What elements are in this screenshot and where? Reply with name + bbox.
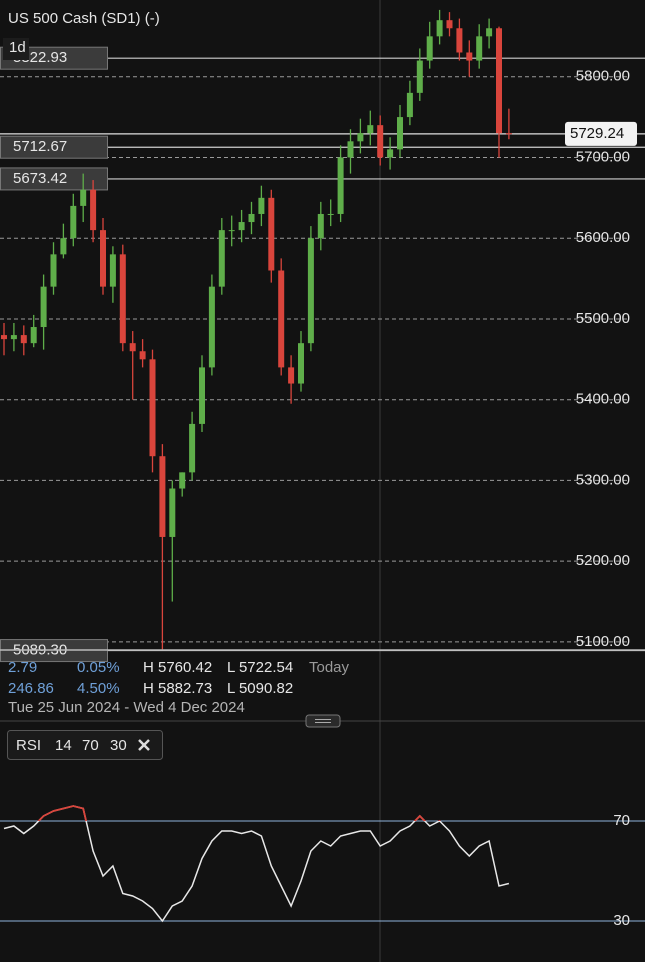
candle-body: [307, 238, 314, 344]
info-row: 2.79 0.05% H 5760.42 L 5722.54 Today 246…: [8, 659, 350, 716]
candle-body: [20, 335, 27, 344]
candle-body: [377, 125, 384, 158]
candle-body: [218, 230, 225, 287]
candle-body: [327, 213, 334, 215]
y-tick-label: 5200.00: [576, 552, 630, 569]
price-chart: 5900.00 5800.00 5700.00 5600.00 5500.00 5400.…: [0, 0, 645, 663]
price-level-tag: [0, 135, 108, 159]
candle-body: [40, 286, 47, 328]
candle-body: [169, 488, 176, 537]
candle-body: [179, 472, 186, 489]
change-pct: 0.05%: [77, 659, 120, 676]
candle-body: [347, 141, 354, 158]
candle-body: [406, 92, 413, 118]
candle-body: [288, 367, 295, 384]
candle-body: [238, 222, 245, 231]
candle-body: [248, 213, 255, 223]
candle-body: [446, 20, 453, 29]
high: H 5882.73: [143, 680, 212, 697]
candle-body: [505, 133, 512, 135]
candle-body: [70, 205, 77, 239]
candle-body: [189, 423, 196, 473]
y-tick-label: 5600.00: [576, 229, 630, 246]
y-tick-label: 70: [613, 812, 630, 829]
candle-body: [466, 52, 473, 61]
candle-body: [426, 36, 433, 61]
candle-body: [100, 230, 106, 287]
candle-body: [90, 189, 97, 231]
timeframe-bg: [3, 38, 29, 60]
date-range: Tue 25 Jun 2024 - Wed 4 Dec 2024: [8, 699, 245, 716]
candle-body: [60, 238, 67, 255]
current-price-tag: [565, 121, 637, 146]
high: H 5760.42: [143, 659, 212, 676]
indicator-period: 14: [55, 737, 72, 754]
price-level-tag: [0, 167, 108, 191]
candle-body: [416, 60, 423, 93]
y-tick-label: 5500.00: [576, 310, 630, 327]
candle-body: [278, 270, 285, 368]
rsi-line: [3, 805, 510, 923]
candle-body: [397, 117, 403, 150]
candle-body: [149, 359, 156, 457]
candle-body: [258, 197, 265, 214]
candle-body: [109, 254, 116, 287]
candle-body: [436, 20, 443, 37]
candle-body: [30, 327, 37, 344]
current-price: 5729.24: [570, 125, 624, 142]
candle-body: [159, 456, 166, 537]
indicator-upper: 70: [82, 737, 99, 754]
low: L 5722.54: [227, 659, 293, 676]
candle-body: [496, 28, 502, 134]
indicator-chip[interactable]: [7, 730, 163, 760]
change-pct: 4.50%: [77, 680, 120, 697]
rsi-overbought: [37, 805, 441, 821]
candle-body: [476, 36, 483, 61]
candle-body: [357, 133, 364, 142]
change: 246.86: [8, 680, 54, 697]
y-tick-label: 5300.00: [576, 471, 630, 488]
change: 2.79: [8, 659, 37, 676]
candle-body: [228, 230, 235, 232]
candle-body: [456, 28, 463, 53]
y-tick-label: 5100.00: [576, 633, 630, 650]
candle-body: [268, 197, 275, 271]
indicator-name: RSI: [16, 737, 41, 754]
y-tick-label: 5700.00: [576, 148, 630, 165]
y-tick-label: 5900.00: [576, 0, 630, 4]
candle-body: [367, 125, 374, 134]
candle-body: [298, 343, 304, 384]
candle-body: [486, 28, 493, 37]
candle-body: [337, 157, 344, 214]
y-tick-label: 5400.00: [576, 391, 630, 408]
candle-body: [208, 286, 215, 368]
period-label: Today: [309, 659, 350, 676]
instrument-title: US 500 Cash (SD1) (-): [8, 10, 160, 27]
candle-body: [80, 189, 87, 206]
y-tick-label: 5800.00: [576, 68, 630, 85]
candle-body: [387, 149, 394, 158]
candle-body: [139, 351, 146, 360]
y-tick-label: 30: [613, 912, 630, 929]
resize-handle[interactable]: [305, 714, 341, 728]
price-level-label: 5712.67: [13, 138, 67, 155]
remove-indicator[interactable]: [138, 739, 150, 751]
candle-body: [317, 213, 324, 239]
candle-body: [50, 254, 57, 287]
candle-body: [119, 254, 126, 344]
candle-body: [10, 335, 17, 340]
candle-body: [129, 343, 136, 352]
timeframe: 1d: [9, 39, 26, 56]
candle-body: [199, 367, 205, 424]
low: L 5090.82: [227, 680, 293, 697]
price-level-label: 5673.42: [13, 170, 67, 187]
candle-body: [1, 335, 7, 340]
rsi-chart: 30 70: [0, 805, 645, 929]
indicator-lower: 30: [110, 737, 127, 754]
